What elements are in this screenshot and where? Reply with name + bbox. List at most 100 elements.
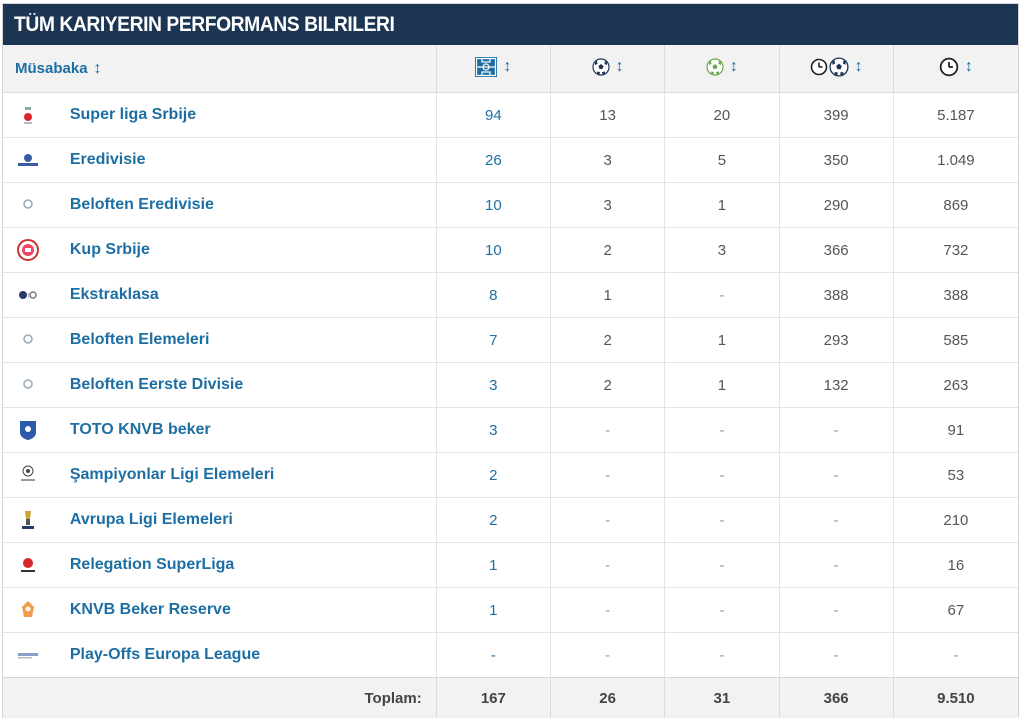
eredivisie-logo [17, 149, 39, 171]
minutes-played-cell: 869 [892, 182, 1018, 228]
minutes-played-cell: 263 [892, 362, 1018, 408]
minutes-per-goal-header[interactable]: ↕ [778, 45, 894, 93]
competition-logo-cell [3, 452, 53, 498]
appearances-cell[interactable]: 1 [435, 587, 551, 633]
sort-icon: ↕ [93, 59, 102, 77]
competition-header[interactable]: Müsabaka ↕ [3, 45, 437, 93]
minutes-played-cell: 1.049 [892, 137, 1018, 183]
competition-label: Müsabaka [15, 60, 88, 77]
minutes-played-icon [939, 57, 959, 76]
competition-name-link[interactable]: Play-Offs Europa League [52, 632, 437, 678]
minutes-per-goal-cell: 366 [778, 227, 894, 273]
competition-name-link[interactable]: Super liga Srbije [52, 92, 437, 138]
minutes-played-cell: 67 [892, 587, 1018, 633]
competition-name-link[interactable]: Eredivisie [52, 137, 437, 183]
minutes-per-goal-cell: 132 [778, 362, 894, 408]
competition-logo-cell [3, 92, 53, 138]
sort-icon: ↕ [729, 57, 738, 75]
competition-logo-cell [3, 587, 53, 633]
table-header-row: Müsabaka ↕ ↕ [3, 45, 1018, 93]
goals-header[interactable]: ↕ [549, 45, 665, 93]
goals-cell: - [549, 407, 665, 453]
appearances-cell[interactable]: 10 [435, 182, 551, 228]
appearances-cell[interactable]: 8 [435, 272, 551, 318]
minutes-per-goal-cell: - [778, 407, 894, 453]
table-row: Şampiyonlar Ligi Elemeleri 2- - -53 [3, 452, 1018, 498]
assists-cell: 3 [664, 227, 780, 273]
kup-srbije-logo [16, 239, 39, 261]
table-row: Avrupa Ligi Elemeleri 2- - -210 [3, 497, 1018, 543]
competition-name-link[interactable]: Şampiyonlar Ligi Elemeleri [52, 452, 437, 498]
sort-icon: ↕ [854, 58, 863, 75]
competition-name-link[interactable]: Relegation SuperLiga [52, 542, 437, 588]
competition-name-link[interactable]: TOTO KNVB beker [52, 407, 437, 453]
competition-name-link[interactable]: KNVB Beker Reserve [52, 587, 437, 633]
table-row: Relegation SuperLiga 1- - -16 [3, 542, 1018, 588]
table-row: Play-Offs Europa League - - - - - [3, 632, 1018, 678]
competition-logo-cell [3, 407, 53, 453]
appearances-cell[interactable]: 2 [435, 452, 551, 498]
goals-cell: - [549, 542, 665, 588]
table-row: TOTO KNVB beker 3- - -91 [3, 407, 1018, 453]
table-row: KNVB Beker Reserve 1- - -67 [3, 587, 1018, 633]
ekstraklasa-logo [17, 284, 39, 306]
competition-name-link[interactable]: Beloften Eredivisie [52, 182, 437, 228]
competition-name-link[interactable]: Beloften Eerste Divisie [52, 362, 437, 408]
minutes-played-header[interactable]: ↕ [892, 45, 1018, 93]
europa-league-qualifying-logo [17, 509, 39, 531]
minutes-played-cell: 5.187 [892, 92, 1018, 138]
competition-name-link[interactable]: Avrupa Ligi Elemeleri [52, 497, 437, 543]
table-row: Kup Srbije 10 2 3 366 732 [3, 227, 1018, 273]
appearances-cell[interactable]: 3 [435, 407, 551, 453]
assists-cell: - [664, 497, 780, 543]
assists-cell: - [664, 542, 780, 588]
minutes-played-cell: - [892, 632, 1018, 678]
total-minutes-played: 9.510 [892, 677, 1018, 718]
goals-cell: - [549, 497, 665, 543]
appearances-header[interactable]: ↕ [435, 45, 551, 93]
table-row: Beloften Eredivisie 10 3 1 290 869 [3, 182, 1018, 228]
goals-cell: 2 [549, 362, 665, 408]
minutes-played-cell: 585 [892, 317, 1018, 363]
appearances-cell[interactable]: 26 [435, 137, 551, 183]
totals-row: Toplam: 167 26 31 366 9.510 [3, 677, 1018, 718]
competition-name-link[interactable]: Ekstraklasa [52, 272, 437, 318]
goals-cell: 1 [549, 272, 665, 318]
beloften-eerste-divisie-logo [17, 374, 39, 396]
minutes-per-goal-cell: 293 [778, 317, 894, 363]
page-title: TÜM KARIYERIN PERFORMANS BILRILERI [14, 12, 395, 36]
total-goals: 26 [549, 677, 665, 718]
totals-label: Toplam: [3, 677, 437, 718]
minutes-played-cell: 53 [892, 452, 1018, 498]
assists-cell: 20 [664, 92, 780, 138]
champions-league-qualifying-logo [17, 464, 39, 486]
total-appearances: 167 [435, 677, 551, 718]
super-liga-srbije-logo [17, 104, 39, 126]
appearances-cell[interactable]: 94 [435, 92, 551, 138]
table-row: Eredivisie 26 3 5 350 1.049 [3, 137, 1018, 183]
competition-logo-cell [3, 227, 53, 273]
competition-name-link[interactable]: Beloften Elemeleri [52, 317, 437, 363]
assists-header[interactable]: ↕ [664, 45, 780, 93]
sort-icon: ↕ [615, 57, 624, 75]
competition-logo-cell [3, 137, 53, 183]
assists-cell: - [664, 632, 780, 678]
minutes-per-goal-icon [829, 57, 849, 77]
goals-cell: 2 [549, 227, 665, 273]
minutes-per-goal-cell: 388 [778, 272, 894, 318]
appearances-cell[interactable]: 10 [435, 227, 551, 273]
assists-cell: 1 [664, 362, 780, 408]
assists-cell: - [664, 587, 780, 633]
appearances-cell[interactable]: 7 [435, 317, 551, 363]
competition-name-link[interactable]: Kup Srbije [52, 227, 437, 273]
assists-cell: - [664, 272, 780, 318]
competition-logo-cell [3, 182, 53, 228]
minutes-per-goal-cell: - [778, 497, 894, 543]
sort-icon: ↕ [964, 57, 973, 75]
total-minutes-per-goal: 366 [778, 677, 894, 718]
goals-cell: 13 [549, 92, 665, 138]
appearances-cell[interactable]: 2 [435, 497, 551, 543]
appearances-cell[interactable]: 3 [435, 362, 551, 408]
appearances-cell[interactable]: 1 [435, 542, 551, 588]
minutes-per-goal-cell: 350 [778, 137, 894, 183]
